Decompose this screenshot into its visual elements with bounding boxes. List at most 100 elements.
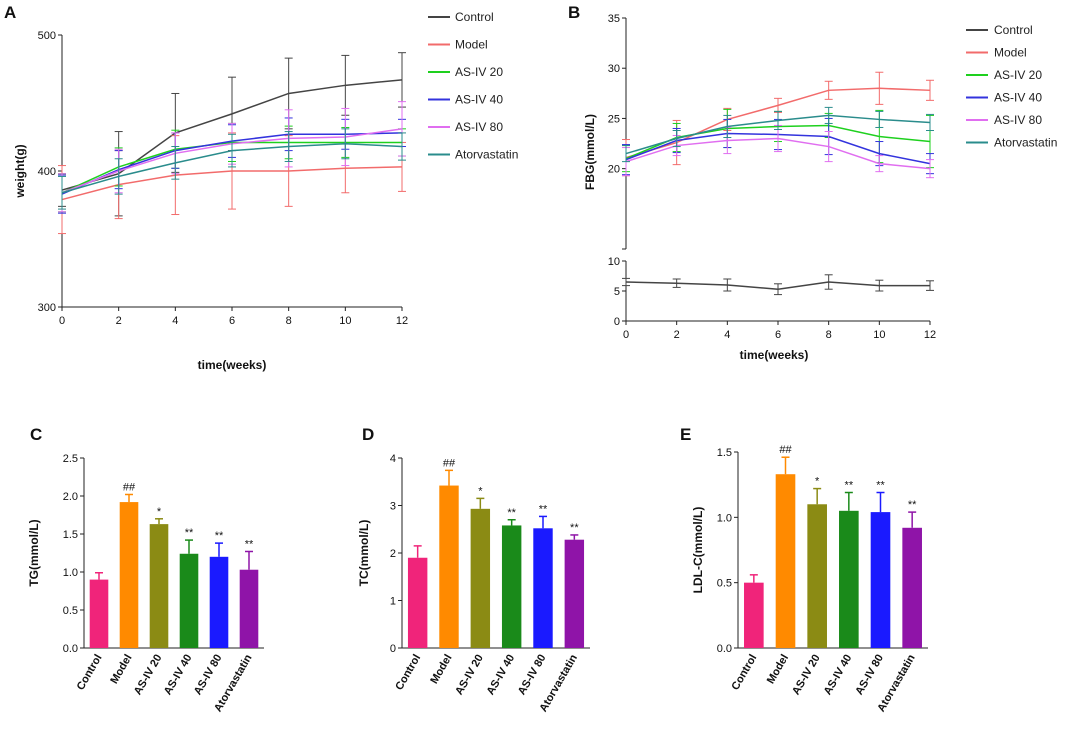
- y-tick-label: 0: [390, 643, 396, 655]
- tc-bar-chart: 0 1 2 3 4 TC(mmol/L) Control ## Model * AS-IV 20 **…: [357, 453, 590, 714]
- x-tick-label: 8: [286, 315, 292, 327]
- legend-label: AS-IV 40: [994, 91, 1042, 105]
- bar: [119, 502, 139, 648]
- bar: [744, 582, 764, 648]
- y-tick-label: 30: [608, 63, 620, 75]
- bar: [564, 539, 585, 648]
- bar: [775, 474, 796, 648]
- y-tick-label: 1.0: [717, 512, 732, 524]
- y-axis-title: LDL-C(mmol/L): [691, 507, 705, 594]
- y-tick-label: 500: [38, 30, 56, 42]
- bar: [470, 508, 491, 648]
- x-tick-label: 4: [172, 315, 178, 327]
- panel-label-c: C: [30, 425, 42, 444]
- significance-label: ##: [123, 481, 136, 493]
- significance-label: ##: [443, 457, 456, 469]
- category-label: AS-IV 40: [485, 653, 518, 698]
- x-axis-title: time(weeks): [740, 348, 809, 362]
- y-tick-label: 1.5: [63, 529, 78, 541]
- legend-label: AS-IV 80: [455, 120, 503, 134]
- y-tick-label: 35: [608, 13, 620, 25]
- significance-label: **: [215, 530, 224, 542]
- y-tick-label: 1: [390, 596, 396, 608]
- significance-label: **: [570, 522, 579, 534]
- x-tick-label: 12: [924, 329, 936, 341]
- y-axis-title: FBG(mmol/L): [583, 114, 597, 190]
- bar: [407, 557, 428, 648]
- x-tick-label: 0: [59, 315, 65, 327]
- y-tick-label: 2.5: [63, 453, 78, 465]
- category-label: AS-IV 20: [132, 653, 165, 698]
- category-label: Control: [75, 653, 105, 693]
- bar: [239, 569, 259, 648]
- significance-label: *: [157, 506, 162, 518]
- ldl-bar-chart: 0.0 0.5 1.0 1.5 LDL-C(mmol/L) Control ## Model *…: [691, 444, 928, 714]
- y-axis-title: TG(mmol/L): [27, 519, 41, 586]
- significance-label: **: [245, 538, 254, 550]
- y-tick-label: 2.0: [63, 491, 78, 503]
- category-label: AS-IV 40: [822, 653, 855, 698]
- category-label: Model: [108, 653, 134, 687]
- significance-label: *: [815, 476, 820, 488]
- y-tick-label: 3: [390, 501, 396, 513]
- category-label: AS-IV 80: [516, 653, 549, 698]
- y-tick-label: 300: [38, 302, 56, 314]
- y-tick-label: 5: [614, 286, 620, 298]
- legend-label: AS-IV 20: [455, 65, 503, 79]
- fbg-line-chart: 20 25 30 35 0 5 10 0 2 4 6 8 10 12 time(weeks) FBG(mmol…: [583, 13, 1057, 362]
- significance-label: **: [185, 527, 194, 539]
- legend-label: AS-IV 20: [994, 68, 1042, 82]
- significance-label: **: [507, 507, 516, 519]
- y-tick-label: 0: [614, 316, 620, 328]
- category-label: AS-IV 80: [853, 653, 886, 698]
- significance-label: **: [539, 503, 548, 515]
- y-axis-title: weight(g): [13, 144, 27, 198]
- x-tick-label: 10: [339, 315, 351, 327]
- x-tick-label: 0: [623, 329, 629, 341]
- bar: [870, 512, 891, 648]
- x-tick-label: 8: [826, 329, 832, 341]
- category-label: AS-IV 20: [790, 653, 823, 698]
- legend-label: Atorvastatin: [994, 136, 1057, 150]
- y-tick-label: 1.5: [717, 447, 732, 459]
- x-tick-label: 2: [116, 315, 122, 327]
- significance-label: **: [908, 499, 917, 511]
- x-tick-label: 4: [724, 329, 730, 341]
- bar: [149, 524, 169, 648]
- bar: [839, 510, 859, 648]
- category-label: Model: [765, 653, 791, 687]
- significance-label: **: [845, 480, 854, 492]
- y-tick-label: 0.5: [63, 605, 78, 617]
- bar: [209, 556, 229, 648]
- significance-label: **: [876, 480, 885, 492]
- y-tick-label: 0.0: [717, 643, 732, 655]
- x-tick-label: 10: [873, 329, 885, 341]
- legend-label: Control: [994, 23, 1033, 37]
- y-tick-label: 2: [390, 548, 396, 560]
- bar: [501, 525, 522, 648]
- category-label: Control: [729, 653, 759, 693]
- significance-label: ##: [779, 444, 792, 456]
- category-label: AS-IV 40: [162, 653, 195, 698]
- significance-label: *: [478, 485, 483, 497]
- category-label: AS-IV 80: [192, 653, 225, 698]
- bar: [533, 528, 553, 648]
- bar: [902, 527, 922, 648]
- x-tick-label: 12: [396, 315, 408, 327]
- category-label: Model: [428, 653, 454, 687]
- x-tick-label: 6: [229, 315, 235, 327]
- legend-label: Model: [455, 38, 488, 52]
- y-tick-label: 10: [608, 256, 620, 268]
- legend-label: AS-IV 80: [994, 113, 1042, 127]
- legend-label: AS-IV 40: [455, 93, 503, 107]
- panel-label-d: D: [362, 425, 374, 444]
- panel-label-e: E: [680, 425, 691, 444]
- legend-label: Model: [994, 46, 1027, 60]
- weight-line-chart: 300 400 500 0 2 4 6 8 10 12 time(weeks) weight(g) Co…: [13, 10, 518, 372]
- panel-label-b: B: [568, 3, 580, 22]
- series-line: [61, 143, 403, 194]
- legend-label: Control: [455, 10, 494, 24]
- y-tick-label: 4: [390, 453, 396, 465]
- bar: [439, 485, 459, 648]
- tg-bar-chart: 0.0 0.5 1.0 1.5 2.0 2.5 TG(mmol/L) Control ## Mod…: [27, 453, 264, 714]
